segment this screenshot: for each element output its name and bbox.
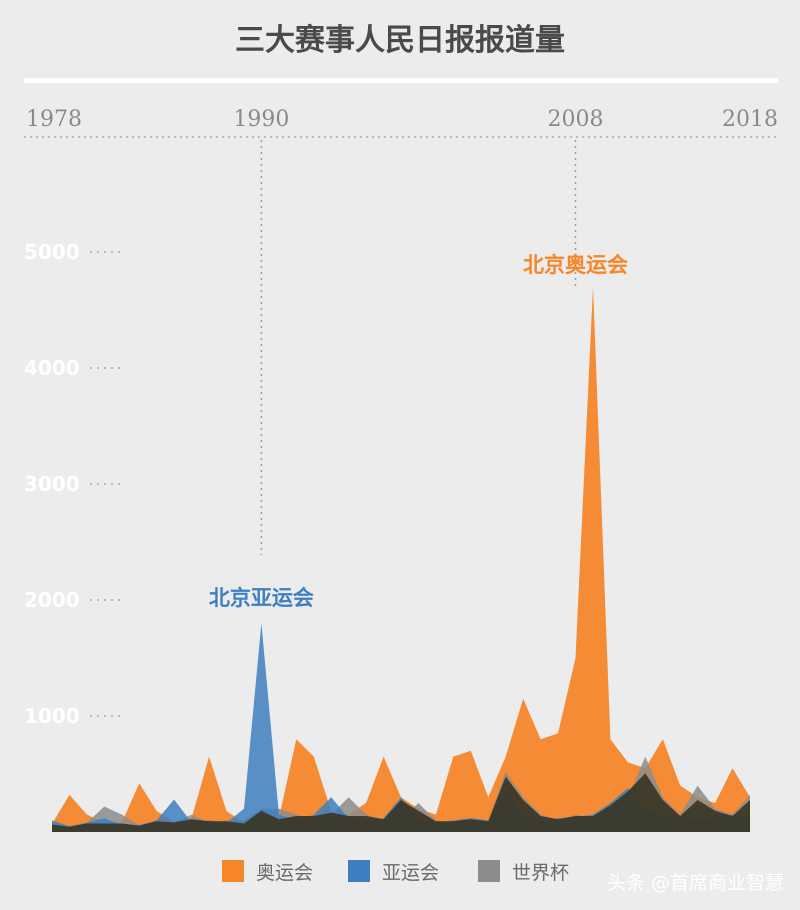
legend-label-worldcup: 世界杯 (512, 862, 569, 884)
y-tick-3000: 3000 (24, 472, 80, 496)
x-tick-labels: 1978 1990 2008 2018 (26, 107, 778, 132)
annotation-asian: 北京亚运会 (209, 586, 314, 610)
title-underline (24, 78, 778, 83)
area-olympic (52, 286, 750, 832)
x-tick-2008: 2008 (548, 107, 604, 132)
x-tick-1990: 1990 (233, 107, 289, 132)
overlap-area (52, 773, 750, 832)
legend-swatch-asian (348, 860, 370, 882)
area-series (52, 286, 750, 832)
x-tick-2018: 2018 (722, 107, 778, 132)
y-tick-1000: 1000 (24, 704, 80, 728)
vertical-markers (260, 140, 577, 555)
annotation-olympic: 北京奥运会 (523, 253, 628, 277)
annotations: 北京亚运会 北京奥运会 (209, 253, 628, 610)
legend-swatch-olympic (222, 860, 244, 882)
area-overlap (52, 773, 750, 832)
legend: 奥运会 亚运会 世界杯 (222, 860, 569, 884)
y-tick-2000: 2000 (24, 588, 80, 612)
legend-label-asian: 亚运会 (382, 862, 439, 884)
y-tick-5000: 5000 (24, 240, 80, 264)
x-tick-1978: 1978 (26, 107, 82, 132)
legend-swatch-worldcup (478, 860, 500, 882)
chart-title: 三大赛事人民日报报道量 (235, 23, 565, 58)
y-tick-labels: 1000 2000 3000 4000 5000 (24, 240, 122, 728)
y-tick-4000: 4000 (24, 356, 80, 380)
watermark: 头条 @首席商业智慧 (607, 872, 784, 894)
legend-label-olympic: 奥运会 (256, 862, 313, 884)
